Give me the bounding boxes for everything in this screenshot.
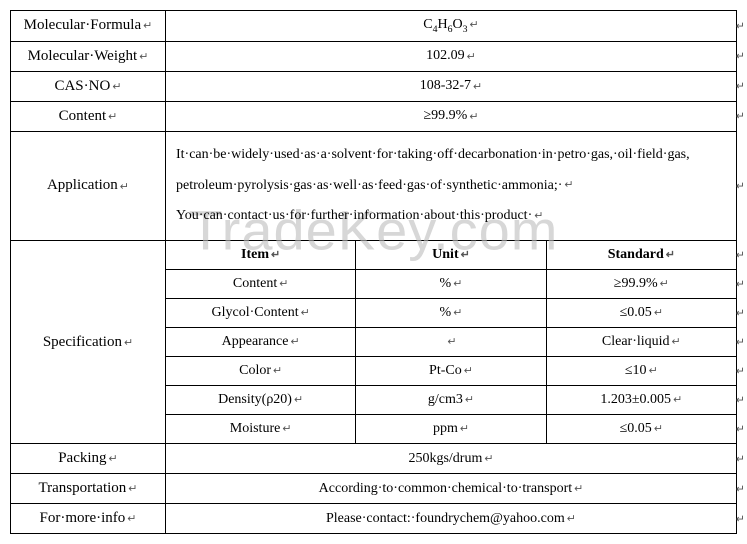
spec-unit: %↵ — [356, 299, 546, 328]
cell-marker: ↵ — [460, 423, 469, 435]
app-line2: petroleum·pyrolysis·gas·as·well·as·feed·… — [176, 178, 562, 193]
value-packing: 250kgs/drum↵ — [166, 444, 737, 474]
row-end-marker: ↵ — [736, 179, 745, 192]
cell-marker: ↵ — [294, 394, 303, 406]
spec-item: Moisture↵ — [166, 415, 356, 444]
cell-marker: ↵ — [461, 249, 470, 261]
label-content: Content↵ — [11, 101, 166, 131]
cell-marker: ↵ — [654, 307, 663, 319]
row-end-marker: ↵ — [736, 278, 745, 291]
spec-standard: 1.203±0.005↵ — [546, 386, 736, 415]
cell-marker: ↵ — [139, 51, 148, 63]
product-table: Molecular·Formula↵ C4H6O3↵ Molecular·Wei… — [10, 10, 737, 534]
spec-item: Color↵ — [166, 357, 356, 386]
spec-item: Density(ρ20)↵ — [166, 386, 356, 415]
spec-unit: g/cm3↵ — [356, 386, 546, 415]
spec-unit: ppm↵ — [356, 415, 546, 444]
cell-marker: ↵ — [467, 51, 476, 63]
cell-marker: ↵ — [469, 111, 478, 123]
spec-standard: ≤0.05↵ — [546, 415, 736, 444]
app-line3: You·can·contact·us·for·further·informati… — [176, 208, 532, 223]
value-transport: According·to·common·chemical·to·transpor… — [166, 474, 737, 504]
cell-marker: ↵ — [470, 19, 479, 31]
cell-marker: ↵ — [564, 179, 573, 191]
cell-marker: ↵ — [124, 337, 133, 349]
spec-head-standard: Standard↵ — [546, 241, 736, 270]
cell-marker: ↵ — [660, 278, 669, 290]
label-specification: Specification↵ — [11, 241, 166, 444]
row-end-marker: ↵ — [736, 50, 745, 63]
cell-marker: ↵ — [112, 81, 121, 93]
value-content: ≥99.9%↵ — [166, 101, 737, 131]
label-formula: Molecular·Formula↵ — [11, 11, 166, 42]
spec-item: Appearance↵ — [166, 328, 356, 357]
spec-unit: %↵ — [356, 270, 546, 299]
row-end-marker: ↵ — [736, 512, 745, 525]
row-end-marker: ↵ — [736, 110, 745, 123]
value-weight: 102.09↵ — [166, 41, 737, 71]
cell-marker: ↵ — [567, 513, 576, 525]
cell-marker: ↵ — [453, 307, 462, 319]
label-cas: CAS·NO↵ — [11, 71, 166, 101]
cell-marker: ↵ — [649, 365, 658, 377]
cell-marker: ↵ — [273, 365, 282, 377]
cell-marker: ↵ — [120, 181, 129, 193]
spec-unit: ↵ — [356, 328, 546, 357]
cell-marker: ↵ — [465, 394, 474, 406]
cell-marker: ↵ — [654, 423, 663, 435]
row-end-marker: ↵ — [736, 365, 745, 378]
spec-head-unit: Unit↵ — [356, 241, 546, 270]
label-transport: Transportation↵ — [11, 474, 166, 504]
label-moreinfo: For·more·info↵ — [11, 504, 166, 534]
spec-standard: Clear·liquid↵ — [546, 328, 736, 357]
cell-marker: ↵ — [574, 483, 583, 495]
cell-marker: ↵ — [473, 81, 482, 93]
cell-marker: ↵ — [143, 20, 152, 32]
value-cas: 108-32-7↵ — [166, 71, 737, 101]
label-packing: Packing↵ — [11, 444, 166, 474]
spec-standard: ≤10↵ — [546, 357, 736, 386]
value-moreinfo: Please·contact:·foundrychem@yahoo.com↵ — [166, 504, 737, 534]
cell-marker: ↵ — [301, 307, 310, 319]
cell-marker: ↵ — [666, 249, 675, 261]
app-line1: It·can·be·widely·used·as·a·solvent·for·t… — [176, 147, 690, 162]
cell-marker: ↵ — [464, 365, 473, 377]
cell-marker: ↵ — [282, 423, 291, 435]
cell-marker: ↵ — [271, 249, 280, 261]
spec-standard: ≥99.9%↵ — [546, 270, 736, 299]
row-end-marker: ↵ — [736, 307, 745, 320]
row-end-marker: ↵ — [736, 19, 745, 32]
cell-marker: ↵ — [453, 278, 462, 290]
cell-marker: ↵ — [484, 453, 493, 465]
cell-marker: ↵ — [109, 453, 118, 465]
label-weight: Molecular·Weight↵ — [11, 41, 166, 71]
row-end-marker: ↵ — [736, 249, 745, 262]
cell-marker: ↵ — [127, 513, 136, 525]
cell-marker: ↵ — [290, 336, 299, 348]
value-application: It·can·be·widely·used·as·a·solvent·for·t… — [166, 131, 737, 240]
spec-standard: ≤0.05↵ — [546, 299, 736, 328]
cell-marker: ↵ — [108, 111, 117, 123]
row-end-marker: ↵ — [736, 394, 745, 407]
cell-marker: ↵ — [279, 278, 288, 290]
row-end-marker: ↵ — [736, 80, 745, 93]
spec-unit: Pt-Co↵ — [356, 357, 546, 386]
value-formula: C4H6O3↵ — [166, 11, 737, 42]
cell-marker: ↵ — [128, 483, 137, 495]
spec-item: Glycol·Content↵ — [166, 299, 356, 328]
cell-marker: ↵ — [447, 336, 456, 348]
row-end-marker: ↵ — [736, 423, 745, 436]
row-end-marker: ↵ — [736, 336, 745, 349]
cell-marker: ↵ — [672, 336, 681, 348]
spec-item: Content↵ — [166, 270, 356, 299]
label-application: Application↵ — [11, 131, 166, 240]
row-end-marker: ↵ — [736, 452, 745, 465]
cell-marker: ↵ — [673, 394, 682, 406]
spec-head-item: Item↵ — [166, 241, 356, 270]
row-end-marker: ↵ — [736, 482, 745, 495]
cell-marker: ↵ — [534, 210, 543, 222]
